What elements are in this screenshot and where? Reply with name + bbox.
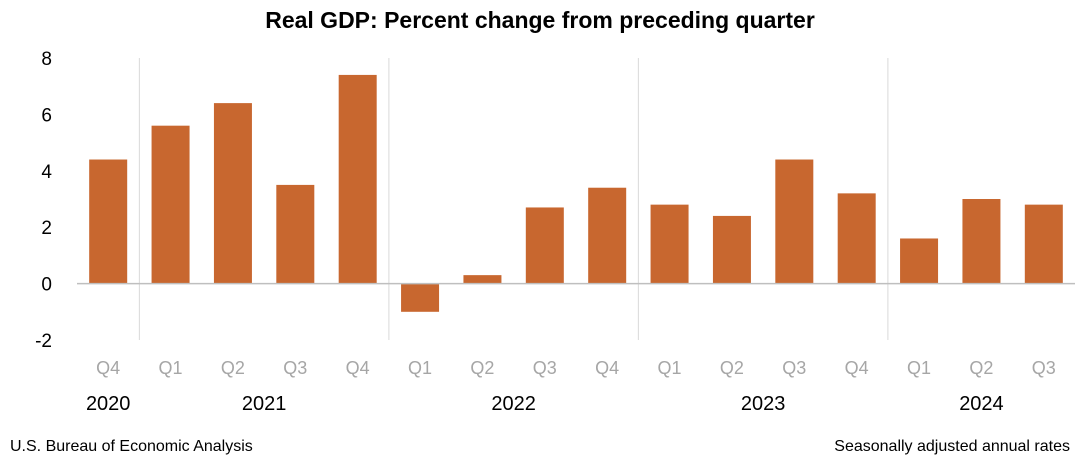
x-tick-label: Q2 <box>720 358 744 378</box>
bar <box>588 187 627 284</box>
bar <box>525 207 564 284</box>
bar <box>650 204 689 284</box>
x-tick-label: Q2 <box>221 358 245 378</box>
x-tick-label: Q4 <box>595 358 619 378</box>
bar <box>151 125 190 284</box>
x-tick-label: Q2 <box>969 358 993 378</box>
year-label: 2020 <box>86 393 131 415</box>
x-tick-label: Q2 <box>470 358 494 378</box>
x-tick-label: Q4 <box>96 358 120 378</box>
x-tick-label: Q1 <box>159 358 183 378</box>
bar <box>837 193 876 284</box>
bar <box>401 283 440 312</box>
x-tick-label: Q1 <box>658 358 682 378</box>
bar <box>712 215 751 284</box>
y-tick-label: 8 <box>41 49 52 70</box>
bar <box>213 103 252 284</box>
x-tick-label: Q1 <box>408 358 432 378</box>
y-tick-label: 6 <box>41 105 52 126</box>
bar <box>775 159 814 284</box>
bar <box>1024 204 1063 284</box>
y-tick-label: 4 <box>41 162 52 183</box>
year-label: 2022 <box>491 393 536 415</box>
year-label: 2024 <box>959 393 1004 415</box>
x-tick-label: Q3 <box>533 358 557 378</box>
note-label: Seasonally adjusted annual rates <box>834 438 1070 455</box>
bar <box>276 184 315 284</box>
year-separators <box>138 58 889 340</box>
x-tick-label: Q4 <box>346 358 370 378</box>
bar <box>89 159 128 284</box>
y-tick-label: 2 <box>41 218 52 239</box>
x-tick-label: Q4 <box>845 358 869 378</box>
bar <box>900 238 939 284</box>
bars <box>89 74 1063 312</box>
x-tick-label: Q3 <box>283 358 307 378</box>
bar <box>463 275 502 284</box>
x-tick-label: Q3 <box>782 358 806 378</box>
gdp-bar-chart: Real GDP: Percent change from preceding … <box>35 7 1075 415</box>
x-tick-label: Q3 <box>1032 358 1056 378</box>
year-label: 2021 <box>242 393 287 415</box>
chart-title: Real GDP: Percent change from preceding … <box>265 7 815 33</box>
source-label: U.S. Bureau of Economic Analysis <box>10 438 253 455</box>
year-label: 2023 <box>741 393 786 415</box>
x-tick-label: Q1 <box>907 358 931 378</box>
bar <box>962 199 1001 284</box>
y-tick-label: 0 <box>41 275 52 296</box>
bar <box>338 74 377 284</box>
x-axis: Q4 Q1 Q2 Q3 Q4 Q1 Q2 Q3 Q4 Q1 Q2 Q3 Q4 Q1 Q2 Q3 2020 2021… <box>86 358 1056 415</box>
y-tick-label: -2 <box>35 331 52 352</box>
y-axis: -2 0 2 4 6 8 <box>35 49 52 352</box>
